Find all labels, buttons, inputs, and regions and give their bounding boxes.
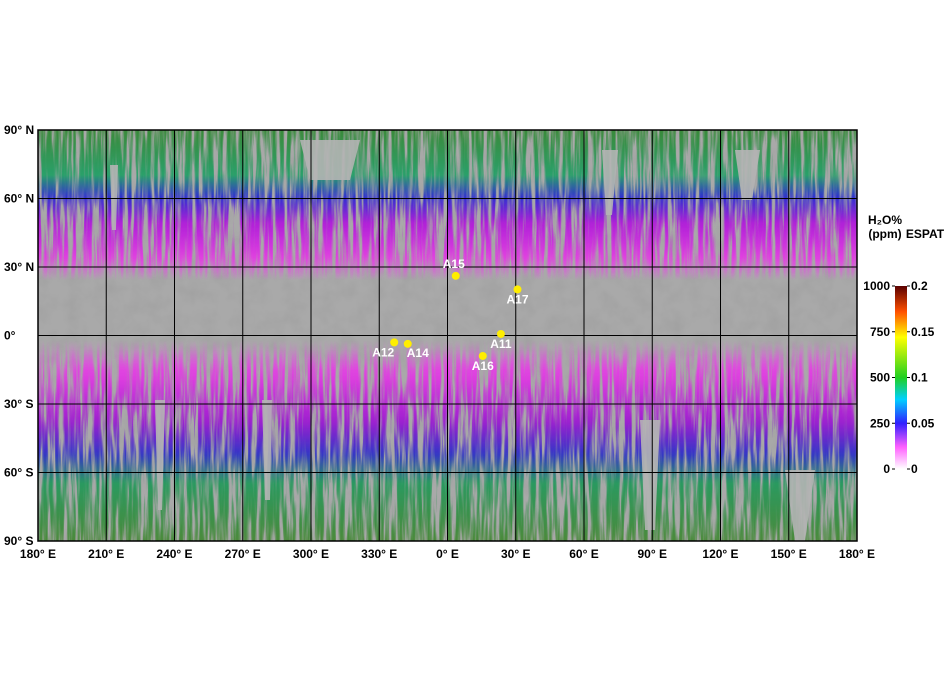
colorbar-tick-label: 0.1 — [911, 371, 928, 385]
lat-label: 60° S — [4, 466, 33, 480]
colorbar-tick-label: 0.05 — [911, 416, 935, 430]
colorbar-tick-label: 250 — [870, 416, 890, 430]
site-label: A12 — [372, 345, 394, 359]
colorbar-tick-label: 500 — [870, 371, 890, 385]
landing-site — [496, 329, 505, 338]
site-label: A14 — [407, 346, 429, 360]
lon-label: 90° E — [638, 547, 667, 561]
landing-site — [451, 271, 460, 280]
lon-label: 120° E — [702, 547, 738, 561]
site-label: A17 — [506, 292, 528, 306]
landing-site — [478, 351, 487, 360]
colorbar-tick-label: 750 — [870, 325, 890, 339]
lon-label: 150° E — [771, 547, 807, 561]
lon-label: 330° E — [361, 547, 397, 561]
lon-label: 300° E — [293, 547, 329, 561]
lon-label: 180° E — [20, 547, 56, 561]
lon-label: 270° E — [225, 547, 261, 561]
landing-site — [513, 285, 522, 294]
site-label: A11 — [490, 337, 512, 351]
lat-label: 0° — [4, 329, 16, 343]
lat-label: 30° N — [4, 260, 34, 274]
colorbar-title: H₂O% — [868, 213, 902, 227]
lon-label: 240° E — [156, 547, 192, 561]
lat-label: 30° S — [4, 397, 33, 411]
colorbar — [895, 286, 907, 469]
colorbar-tick-label: 0 — [911, 462, 918, 476]
colorbar-tick-label: 0.15 — [911, 325, 935, 339]
landing-site — [390, 338, 399, 347]
lat-label: 90° S — [4, 534, 33, 548]
colorbar-title: ESPAT — [906, 227, 945, 241]
colorbar-tick-label: 0 — [883, 462, 890, 476]
site-label: A16 — [472, 359, 494, 373]
lon-label: 0° E — [436, 547, 459, 561]
lon-label: 30° E — [501, 547, 530, 561]
landing-site — [403, 339, 412, 348]
colorbar-tick-label: 0.2 — [911, 279, 928, 293]
lat-label: 60° N — [4, 192, 34, 206]
lon-label: 180° E — [839, 547, 875, 561]
colorbar-tick-label: 1000 — [863, 279, 890, 293]
colorbar-title: (ppm) — [868, 227, 901, 241]
lon-label: 210° E — [88, 547, 124, 561]
site-label: A15 — [443, 257, 465, 271]
lat-label: 90° N — [4, 123, 34, 137]
lon-label: 60° E — [569, 547, 598, 561]
